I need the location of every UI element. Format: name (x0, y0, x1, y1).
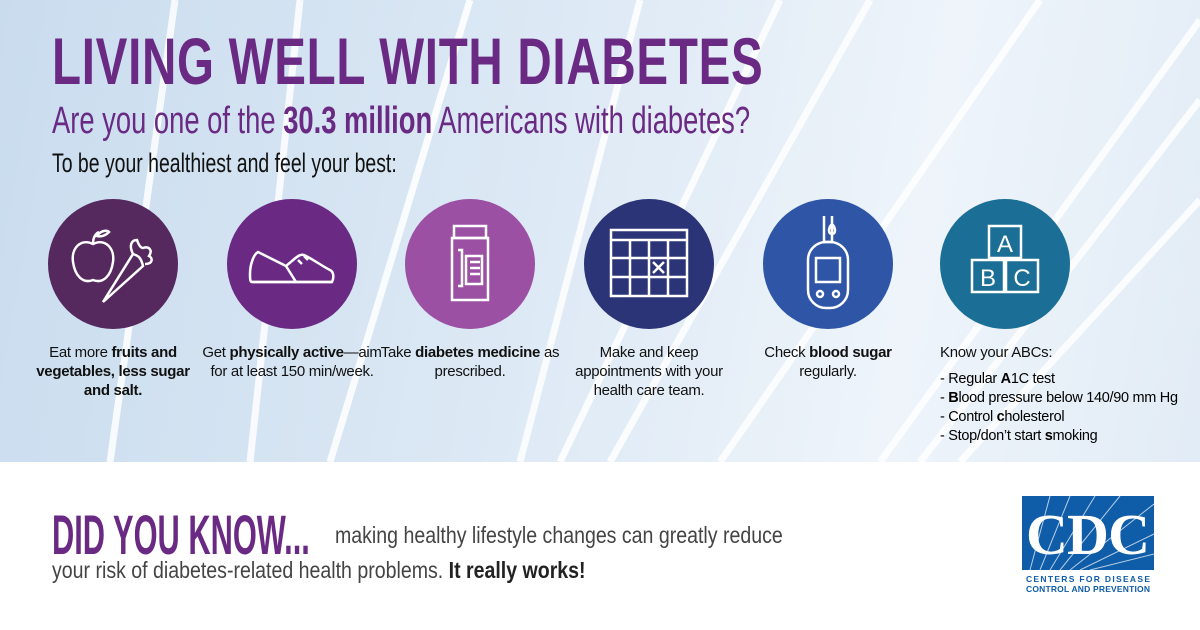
footer-line-2: your risk of diabetes-related health pro… (52, 557, 586, 583)
svg-text:CONTROL AND PREVENTION: CONTROL AND PREVENTION (1026, 584, 1150, 594)
sneaker-icon (227, 199, 357, 329)
tip-caption: Check blood sugar regularly. (764, 344, 892, 380)
subtitle: Are you one of the 30.3 million American… (52, 100, 751, 142)
lead-text: To be your healthiest and feel your best… (52, 148, 397, 178)
footer-line-1: making healthy lifestyle changes can gre… (335, 522, 783, 548)
tip-healthy-eating: Eat more fruits and vegetables, less sug… (23, 199, 203, 400)
list-item: - Stop/don’t start smoking (940, 428, 1098, 444)
tip-medicine: Take diabetes medicine as prescribed. (380, 199, 560, 381)
svg-text:C: C (1013, 265, 1030, 292)
tip-caption: Make and keep appointments with your hea… (575, 344, 723, 399)
abc-list: - Regular A1C test - Blood pressure belo… (915, 370, 1185, 446)
tip-appointments: Make and keep appointments with your hea… (559, 199, 739, 400)
hero-panel: LIVING WELL WITH DIABETES Are you one of… (0, 0, 1200, 462)
page-title: LIVING WELL WITH DIABETES (52, 24, 764, 98)
svg-text:B: B (980, 265, 996, 292)
abc-heading: Know your ABCs: (940, 344, 1053, 361)
did-you-know-heading: DID YOU KNOW... (52, 503, 310, 566)
list-item: - Blood pressure below 140/90 mm Hg (940, 390, 1178, 406)
abc-blocks-icon: A B C (940, 199, 1070, 329)
tip-caption: Eat more fruits and vegetables, less sug… (36, 344, 190, 399)
tip-physical-activity: Get physically active—aim for at least 1… (202, 199, 382, 381)
tip-caption: Take diabetes medicine as prescribed. (380, 344, 560, 380)
tip-blood-sugar: Check blood sugar regularly. (738, 199, 918, 381)
cdc-logo: CDC CENTERS FOR DISEASE CONTROL AND PREV… (1020, 494, 1156, 594)
svg-text:CENTERS FOR DISEASE: CENTERS FOR DISEASE (1026, 574, 1150, 584)
tip-abcs: A B C Know your ABCs: - Regular A1C test… (915, 199, 1185, 446)
svg-text:A: A (997, 231, 1013, 258)
list-item: - Regular A1C test (940, 371, 1055, 387)
pill-bottle-icon (405, 199, 535, 329)
svg-text:CDC: CDC (1026, 502, 1150, 567)
tip-caption: Get physically active—aim for at least 1… (202, 344, 382, 380)
calendar-icon (584, 199, 714, 329)
glucose-meter-icon (763, 199, 893, 329)
apple-carrot-icon (48, 199, 178, 329)
list-item: - Control cholesterol (940, 409, 1065, 425)
